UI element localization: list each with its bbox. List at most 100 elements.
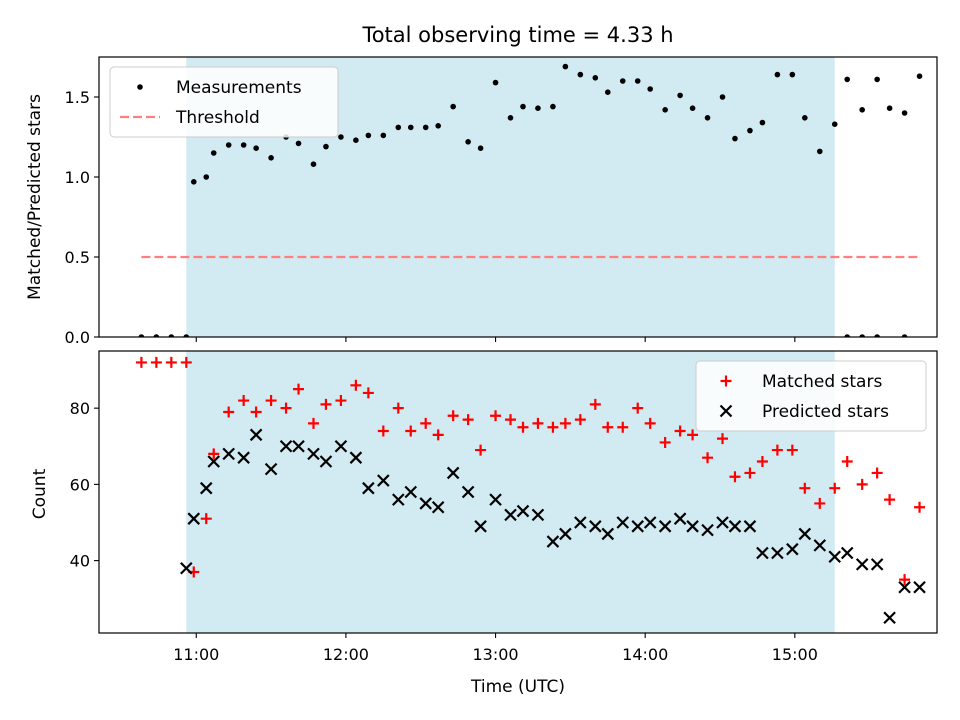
measurements-point xyxy=(210,150,217,156)
matched-stars-point xyxy=(871,467,883,479)
predicted-stars-point xyxy=(431,500,445,514)
matched-stars-point xyxy=(362,387,374,399)
bottom-panel: 40 60 80 11:00 12:00 13:00 14:00 15:00 Matched s… xyxy=(70,350,938,664)
predicted-stars-point xyxy=(489,493,502,506)
x-tick-label: 14:00 xyxy=(622,645,668,664)
matched-stars-point xyxy=(307,417,319,429)
matched-stars-point xyxy=(165,356,177,368)
matched-stars-point xyxy=(432,429,444,441)
predicted-stars-point xyxy=(392,493,405,506)
predicted-stars-point xyxy=(658,520,672,533)
predicted-stars-point xyxy=(616,516,630,529)
measurements-point xyxy=(395,124,402,131)
measurements-point xyxy=(874,334,880,337)
measurements-point xyxy=(577,71,584,78)
measurements-point xyxy=(153,334,160,337)
predicted-stars-point xyxy=(279,439,293,453)
predicted-stars-point xyxy=(601,527,615,541)
y-tick-label: 1.5 xyxy=(65,88,90,107)
matched-stars-point xyxy=(462,414,474,426)
predicted-stars-point xyxy=(828,550,842,564)
matched-stars-point xyxy=(405,425,417,437)
legend-measurements-swatch xyxy=(137,84,143,90)
legend: Matched stars Predicted stars xyxy=(695,360,927,432)
measurements-point xyxy=(183,334,190,337)
matched-stars-point xyxy=(335,395,347,407)
measurements-point xyxy=(774,71,781,78)
matched-stars-point xyxy=(702,452,714,464)
matched-stars-point xyxy=(756,456,768,468)
predicted-stars-point xyxy=(813,539,827,552)
matched-stars-point xyxy=(799,482,811,494)
predicted-stars-point xyxy=(404,485,418,499)
matched-stars-point xyxy=(589,398,601,410)
predicted-stars-point xyxy=(199,481,213,495)
matched-stars-point xyxy=(856,478,868,490)
predicted-stars-point xyxy=(531,508,545,522)
predicted-stars-point xyxy=(786,542,799,556)
measurements-point xyxy=(465,139,471,145)
predicted-stars-point xyxy=(631,520,644,533)
predicted-stars-point xyxy=(419,497,432,510)
predicted-stars-point xyxy=(771,546,784,560)
measurements-point xyxy=(353,137,359,143)
predicted-stars-point xyxy=(292,439,305,453)
matched-stars-point xyxy=(150,356,162,368)
predicted-stars-point xyxy=(870,558,884,571)
predicted-stars-point xyxy=(180,561,193,575)
legend-box xyxy=(109,66,339,138)
matched-stars-point xyxy=(644,417,656,429)
matched-stars-point xyxy=(914,501,926,513)
x-tick-label: 15:00 xyxy=(772,645,818,664)
measurements-point xyxy=(789,71,796,78)
matched-stars-point xyxy=(687,429,699,441)
measurements-point xyxy=(203,174,210,180)
measurements-point xyxy=(535,105,541,111)
measurements-point xyxy=(886,105,893,111)
predicted-stars-point xyxy=(474,520,487,533)
plot-area xyxy=(138,63,923,337)
measurements-point xyxy=(704,115,711,121)
measurements-point xyxy=(901,334,908,337)
predicted-stars-point xyxy=(756,546,769,560)
measurements-point xyxy=(831,121,838,127)
predicted-stars-point xyxy=(574,516,587,529)
measurements-point xyxy=(689,105,696,111)
measurements-point xyxy=(647,86,653,92)
measurements-point xyxy=(225,142,232,148)
predicted-stars-point xyxy=(728,520,742,533)
matched-stars-point xyxy=(884,494,896,506)
matched-stars-point xyxy=(829,482,841,494)
axes-frame xyxy=(98,56,938,338)
matched-stars-point xyxy=(475,444,487,456)
matched-stars-point xyxy=(377,425,389,437)
legend: Measurements Threshold xyxy=(109,66,339,138)
measurements-point xyxy=(507,115,514,121)
measurements-point xyxy=(492,79,499,86)
y-tick-label: 60 xyxy=(70,475,90,494)
matched-stars-point xyxy=(517,421,529,433)
predicted-stars-point xyxy=(840,546,854,560)
predicted-stars-point xyxy=(362,481,375,495)
matched-stars-point xyxy=(420,417,432,429)
measurements-point xyxy=(901,110,908,116)
predicted-stars-point xyxy=(307,447,320,461)
matched-stars-point xyxy=(350,379,362,391)
matched-stars-point xyxy=(632,402,644,414)
predicted-stars-point xyxy=(589,520,602,533)
measurements-point xyxy=(604,89,611,95)
matched-stars-point xyxy=(505,414,517,426)
matched-stars-point xyxy=(717,433,729,445)
measurements-point xyxy=(747,127,753,134)
x-tick-label: 13:00 xyxy=(472,645,518,664)
predicted-stars-point xyxy=(319,455,333,468)
measurements-point xyxy=(677,92,683,99)
measurements-point xyxy=(190,179,197,185)
matched-stars-point xyxy=(899,574,911,586)
top-y-axis-label: Matched/Predicted stars xyxy=(25,94,45,300)
y-tick-label: 80 xyxy=(70,399,90,418)
predicted-stars-point xyxy=(377,474,390,487)
measurements-point xyxy=(874,76,880,83)
measurements-point xyxy=(859,107,865,113)
